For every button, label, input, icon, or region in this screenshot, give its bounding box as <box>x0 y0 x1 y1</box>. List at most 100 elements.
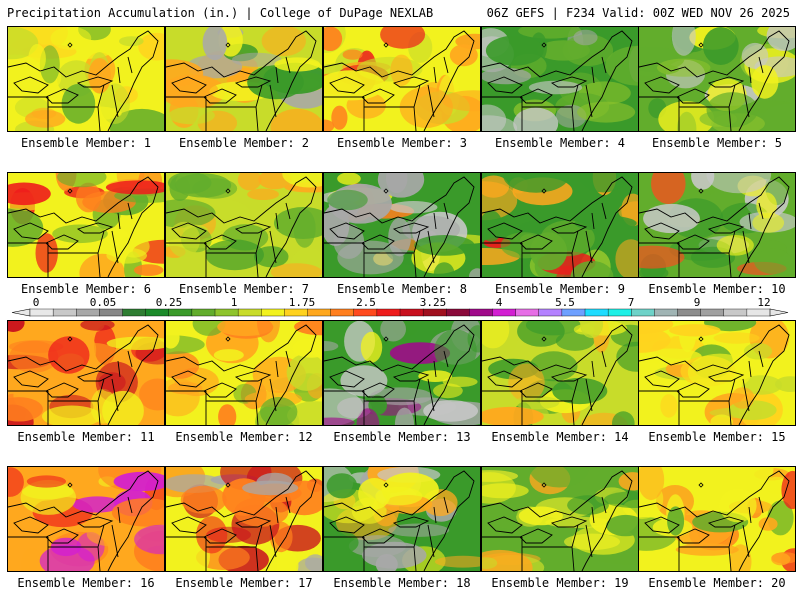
ensemble-map-18 <box>323 466 481 572</box>
map-outline <box>482 324 633 425</box>
map-outline <box>639 470 790 571</box>
colorbar-tick-label: 9 <box>694 296 701 309</box>
map-outline <box>482 30 633 131</box>
colorbar-swatch <box>29 308 54 317</box>
ensemble-map-11 <box>7 320 165 426</box>
colorbar-swatch <box>584 308 609 317</box>
ensemble-map-15 <box>638 320 796 426</box>
colorbar-swatch <box>145 308 170 317</box>
colorbar-tick-label: 0.05 <box>90 296 117 309</box>
ensemble-map-10 <box>638 172 796 278</box>
ensemble-map-19 <box>481 466 639 572</box>
colorbar-swatch <box>469 308 494 317</box>
map-outline <box>324 176 475 277</box>
colorbar-tick-label: 1.75 <box>289 296 316 309</box>
ensemble-map-5 <box>638 26 796 132</box>
map-outline <box>166 470 317 571</box>
ensemble-member-label: Ensemble Member: 7 <box>178 282 310 296</box>
map-outline <box>482 176 633 277</box>
colorbar-swatch <box>237 308 262 317</box>
colorbar-swatch <box>99 308 124 317</box>
colorbar-swatch <box>492 308 517 317</box>
colorbar-tick-label: 5.5 <box>555 296 575 309</box>
colorbar-swatch <box>191 308 216 317</box>
ensemble-member-label: Ensemble Member: 11 <box>17 430 155 444</box>
ensemble-map-1 <box>7 26 165 132</box>
ensemble-map-7 <box>165 172 323 278</box>
map-outline <box>324 324 475 425</box>
colorbar-swatch <box>561 308 586 317</box>
ensemble-map-9 <box>481 172 639 278</box>
ensemble-member-label: Ensemble Member: 12 <box>175 430 313 444</box>
ensemble-member-label: Ensemble Member: 5 <box>651 136 783 150</box>
colorbar-swatch <box>746 308 771 317</box>
ensemble-member-label: Ensemble Member: 15 <box>648 430 786 444</box>
ensemble-member-label: Ensemble Member: 20 <box>648 576 786 590</box>
ensemble-member-label: Ensemble Member: 16 <box>17 576 155 590</box>
colorbar-tick-label: 0 <box>33 296 40 309</box>
colorbar-swatch <box>631 308 655 317</box>
colorbar-swatch <box>700 308 725 317</box>
ensemble-member-label: Ensemble Member: 4 <box>494 136 626 150</box>
colorbar-swatch <box>353 308 378 317</box>
model-valid-time: 06Z GEFS | F234 Valid: 00Z WED NOV 26 20… <box>486 6 790 20</box>
colorbar-swatch <box>422 308 447 317</box>
map-outline <box>639 30 790 131</box>
map-outline <box>8 176 159 277</box>
map-outline <box>482 470 633 571</box>
map-outline <box>166 30 317 131</box>
map-outline <box>639 324 790 425</box>
colorbar-tick-label: 2.5 <box>356 296 376 309</box>
ensemble-member-label: Ensemble Member: 2 <box>178 136 310 150</box>
ensemble-map-20 <box>638 466 796 572</box>
ensemble-member-label: Ensemble Member: 13 <box>333 430 471 444</box>
map-outline <box>324 30 475 131</box>
colorbar-swatch <box>214 308 239 317</box>
ensemble-member-label: Ensemble Member: 9 <box>494 282 626 296</box>
colorbar-swatch <box>261 308 285 317</box>
ensemble-member-label: Ensemble Member: 1 <box>20 136 152 150</box>
ensemble-map-13 <box>323 320 481 426</box>
colorbar-swatch <box>122 308 147 317</box>
ensemble-map-6 <box>7 172 165 278</box>
ensemble-map-14 <box>481 320 639 426</box>
colorbar-swatch <box>399 308 424 317</box>
colorbar-swatch <box>677 308 702 317</box>
ensemble-map-3 <box>323 26 481 132</box>
colorbar-tick-label: 3.25 <box>420 296 447 309</box>
colorbar-swatch <box>538 308 563 317</box>
colorbar-swatch <box>446 308 470 317</box>
colorbar-swatch <box>330 308 355 317</box>
colorbar-swatch <box>52 308 77 317</box>
ensemble-member-label: Ensemble Member: 10 <box>648 282 786 296</box>
colorbar-tick-label: 4 <box>496 296 503 309</box>
ensemble-map-2 <box>165 26 323 132</box>
ensemble-map-17 <box>165 466 323 572</box>
ensemble-map-8 <box>323 172 481 278</box>
map-outline <box>639 176 790 277</box>
map-title: Precipitation Accumulation (in.) | Colle… <box>7 6 434 20</box>
map-outline <box>8 470 159 571</box>
colorbar-swatch <box>168 308 193 317</box>
colorbar-swatch <box>607 308 632 317</box>
colorbar-swatch <box>515 308 540 317</box>
precip-colorbar: 0 0.05 0.25 1 1.75 2.5 3.25 4 5.5 7 9 12 <box>11 296 789 317</box>
map-outline <box>8 30 159 131</box>
colorbar-swatch <box>76 308 100 317</box>
ensemble-member-label: Ensemble Member: 8 <box>336 282 468 296</box>
ensemble-member-label: Ensemble Member: 14 <box>491 430 629 444</box>
colorbar-tick-label: 1 <box>231 296 238 309</box>
ensemble-member-label: Ensemble Member: 3 <box>336 136 468 150</box>
map-outline <box>8 324 159 425</box>
ensemble-map-16 <box>7 466 165 572</box>
ensemble-member-label: Ensemble Member: 18 <box>333 576 471 590</box>
colorbar-swatch <box>284 308 309 317</box>
ensemble-map-4 <box>481 26 639 132</box>
map-outline <box>324 470 475 571</box>
colorbar-swatch <box>307 308 332 317</box>
colorbar-swatch <box>723 308 748 317</box>
colorbar-swatch <box>376 308 401 317</box>
map-outline <box>166 176 317 277</box>
ensemble-member-label: Ensemble Member: 19 <box>491 576 629 590</box>
ensemble-member-label: Ensemble Member: 6 <box>20 282 152 296</box>
